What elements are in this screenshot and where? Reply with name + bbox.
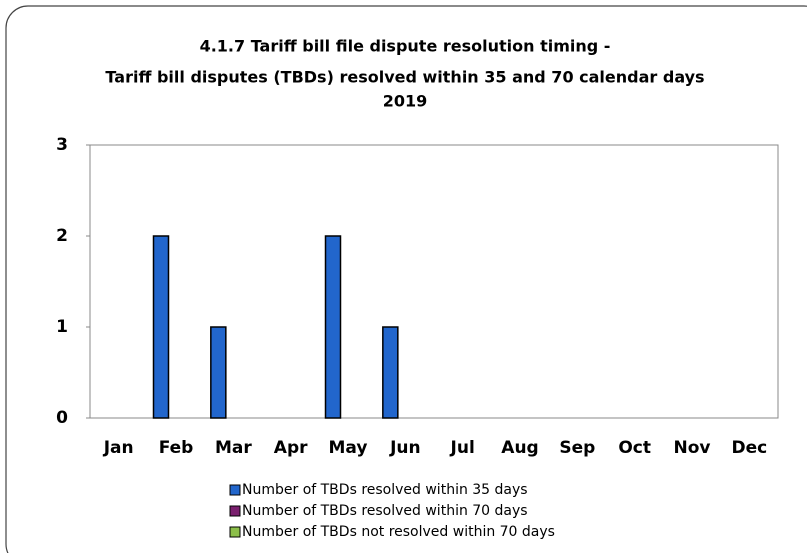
x-tick-label: Apr xyxy=(274,438,308,458)
legend-key xyxy=(229,484,241,496)
x-tick-label: Oct xyxy=(618,438,651,458)
y-tick-label: 0 xyxy=(56,408,68,428)
x-tick-label: Feb xyxy=(159,438,194,458)
bar xyxy=(210,326,227,419)
x-tick-label: Jan xyxy=(103,438,134,458)
bar xyxy=(152,235,170,419)
x-tick-label: Aug xyxy=(501,438,538,458)
y-tick-label: 1 xyxy=(56,317,68,337)
y-tick-label: 3 xyxy=(56,135,68,155)
x-tick-label: Dec xyxy=(731,438,767,458)
legend-label: Number of TBDs not resolved within 70 da… xyxy=(242,524,555,540)
x-tick-label: Nov xyxy=(674,438,711,458)
x-tick-label: Jun xyxy=(389,438,421,458)
chart-border xyxy=(5,5,807,553)
chart-title: 4.1.7 Tariff bill file dispute resolutio… xyxy=(200,37,611,56)
plot-area xyxy=(89,144,779,419)
chart-title: 2019 xyxy=(383,92,428,111)
x-tick-label: Sep xyxy=(559,438,595,458)
bar xyxy=(324,235,342,419)
legend-label: Number of TBDs resolved within 70 days xyxy=(242,503,528,519)
y-tick-label: 2 xyxy=(56,226,68,246)
legend-label: Number of TBDs resolved within 35 days xyxy=(242,482,528,498)
legend-key xyxy=(229,526,241,538)
bar xyxy=(382,326,399,419)
x-tick-label: May xyxy=(329,438,368,458)
x-tick-label: Mar xyxy=(215,438,252,458)
chart-title: Tariff bill disputes (TBDs) resolved wit… xyxy=(105,68,704,87)
x-tick-label: Jul xyxy=(450,438,475,458)
legend-key xyxy=(229,505,241,517)
